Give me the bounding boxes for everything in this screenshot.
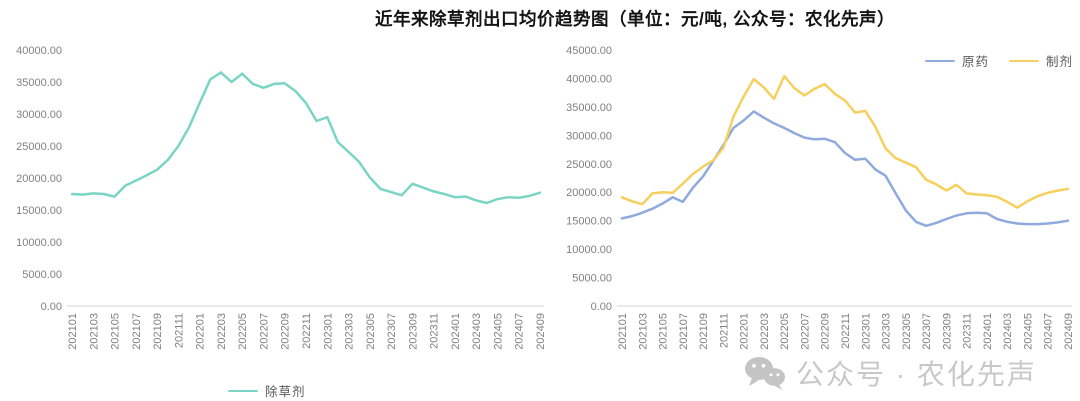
x-tick-label: 202407: [1043, 313, 1055, 350]
y-tick-label: 40000.00: [566, 73, 612, 85]
x-tick-label: 202207: [799, 313, 811, 350]
herbicide-chart-legend: 除草剂: [228, 381, 326, 400]
x-tick-label: 202405: [1022, 313, 1034, 350]
x-tick-label: 202111: [718, 313, 730, 348]
x-tick-label: 202105: [658, 313, 670, 350]
x-tick-label: 202403: [471, 313, 483, 350]
x-tick-label: 202103: [88, 313, 100, 350]
chart-title: 近年来除草剂出口均价趋势图（单位：元/吨, 公众号：农化先声）: [374, 9, 896, 29]
x-tick-label: 202409: [1063, 313, 1075, 350]
x-tick-label: 202309: [407, 313, 419, 350]
y-tick-label: 45000.00: [566, 45, 612, 57]
x-tick-label: 202403: [1002, 313, 1014, 350]
watermark: 公众号 · 农化先声: [744, 353, 1037, 393]
y-tick-label: 15000.00: [16, 205, 62, 217]
x-tick-label: 202307: [386, 313, 398, 350]
x-tick-label: 202209: [820, 313, 832, 350]
x-tick-label: 202111: [173, 313, 185, 348]
y-tick-label: 10000.00: [566, 244, 612, 256]
x-tick-label: 202209: [280, 313, 292, 350]
x-tick-label: 202101: [67, 313, 79, 350]
series-line-原药: [620, 110, 1070, 228]
y-tick-label: 0.00: [591, 301, 612, 313]
technical-series-label: 原药: [962, 55, 990, 69]
x-tick-label: 202207: [258, 313, 270, 350]
x-tick-label: 202211: [301, 313, 313, 349]
x-tick-label: 202101: [617, 313, 629, 350]
formulation-series-label: 制剂: [1046, 55, 1074, 69]
formulation-series-swatch: [1009, 59, 1040, 62]
herbicide-series-label: 除草剂: [265, 385, 306, 399]
x-tick-label: 202107: [131, 313, 143, 350]
x-tick-label: 202109: [698, 313, 710, 350]
y-tick-label: 30000.00: [566, 130, 612, 142]
x-tick-label: 202105: [110, 313, 122, 350]
x-tick-label: 202203: [216, 313, 228, 350]
technical-vs-formulation-price-chart: 45000.00 40000.00 35000.00 30000.00 25000.00…: [566, 45, 1075, 350]
y-tick-label: 15000.00: [566, 216, 612, 228]
y-tick-label: 40000.00: [16, 45, 62, 57]
x-tick-label: 202205: [237, 313, 249, 350]
x-tick-label: 202303: [344, 313, 356, 350]
x-tick-label: 202401: [450, 313, 462, 350]
x-tick-label: 202311: [962, 313, 974, 349]
x-tick-label: 202311: [429, 313, 441, 349]
x-tick-label: 202401: [982, 313, 994, 350]
x-tick-label: 202107: [678, 313, 690, 350]
series-line-除草剂: [70, 71, 542, 205]
x-tick-label: 202201: [195, 313, 207, 350]
y-tick-label: 0.00: [41, 301, 62, 313]
wechat-icon: [745, 357, 785, 390]
x-tick-label: 202405: [492, 313, 504, 350]
technical-series-swatch: [925, 59, 955, 62]
x-tick-label: 202301: [322, 313, 334, 350]
y-tick-label: 35000.00: [16, 77, 62, 89]
y-tick-label: 30000.00: [16, 109, 62, 121]
x-tick-label: 202211: [840, 313, 852, 349]
y-tick-label: 25000.00: [16, 141, 62, 153]
herbicide-export-price-chart: 40000.00 35000.00 30000.00 25000.00 20000.00…: [16, 45, 547, 350]
x-tick-label: 202201: [739, 313, 751, 350]
x-tick-label: 202309: [941, 313, 953, 350]
y-tick-label: 10000.00: [16, 237, 62, 249]
y-tick-label: 20000.00: [16, 173, 62, 185]
x-tick-label: 202103: [637, 313, 649, 350]
y-tick-label: 5000.00: [572, 273, 612, 285]
right-chart-legend: 原药 制剂: [925, 51, 1073, 70]
y-tick-label: 35000.00: [566, 102, 612, 114]
x-tick-label: 202303: [881, 313, 893, 350]
x-tick-label: 202407: [514, 313, 526, 350]
y-tick-label: 5000.00: [22, 269, 62, 281]
x-tick-label: 202305: [901, 313, 913, 350]
y-tick-label: 25000.00: [566, 159, 612, 171]
x-tick-label: 202203: [759, 313, 771, 350]
x-tick-label: 202109: [152, 313, 164, 350]
series-line-制剂: [620, 74, 1070, 209]
x-tick-label: 202409: [535, 313, 547, 350]
herbicide-series-swatch: [228, 389, 258, 392]
x-tick-label: 202305: [365, 313, 377, 350]
x-tick-label: 202301: [860, 313, 872, 350]
x-tick-label: 202307: [921, 313, 933, 350]
watermark-text: 公众号 · 农化先声: [796, 359, 1037, 390]
x-tick-label: 202205: [779, 313, 791, 350]
y-tick-label: 20000.00: [566, 187, 612, 199]
